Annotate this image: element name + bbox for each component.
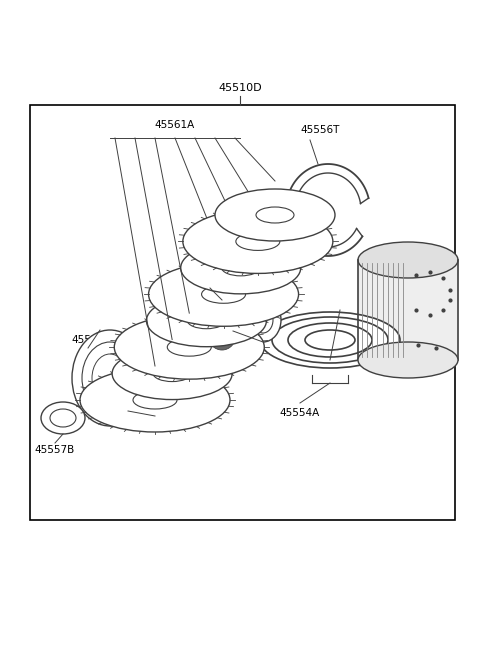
Ellipse shape [82, 342, 138, 414]
Ellipse shape [168, 338, 211, 356]
Ellipse shape [222, 260, 260, 276]
Text: 45513: 45513 [313, 345, 347, 355]
Ellipse shape [50, 409, 76, 427]
Text: 45552A: 45552A [108, 413, 148, 423]
Ellipse shape [202, 286, 246, 303]
Ellipse shape [92, 354, 128, 402]
Ellipse shape [149, 262, 299, 326]
Text: 45581C: 45581C [190, 275, 230, 285]
Text: 45557B: 45557B [35, 445, 75, 455]
Ellipse shape [256, 207, 294, 223]
Ellipse shape [80, 368, 230, 432]
Ellipse shape [245, 298, 281, 342]
Ellipse shape [358, 342, 458, 378]
Ellipse shape [112, 348, 232, 400]
Ellipse shape [187, 312, 226, 329]
Bar [358, 260, 458, 360]
Ellipse shape [208, 320, 236, 350]
Text: 45575: 45575 [72, 335, 105, 345]
Ellipse shape [72, 330, 148, 426]
Ellipse shape [123, 369, 187, 407]
Ellipse shape [358, 242, 458, 278]
Ellipse shape [41, 402, 85, 434]
Polygon shape [189, 300, 255, 370]
Text: 45510D: 45510D [218, 83, 262, 93]
Ellipse shape [180, 242, 300, 294]
Ellipse shape [288, 323, 372, 357]
Ellipse shape [253, 307, 273, 333]
Text: 45554A: 45554A [280, 408, 320, 418]
Text: 45556T: 45556T [300, 125, 340, 135]
Ellipse shape [260, 312, 400, 368]
Ellipse shape [146, 295, 266, 346]
Ellipse shape [153, 365, 191, 382]
Ellipse shape [272, 317, 388, 363]
Ellipse shape [183, 210, 333, 273]
Text: 45571A: 45571A [390, 360, 430, 370]
Text: 45561A: 45561A [155, 120, 195, 130]
Text: 45553: 45553 [238, 333, 271, 343]
Ellipse shape [305, 330, 355, 350]
Ellipse shape [114, 315, 264, 379]
Ellipse shape [215, 189, 335, 241]
Ellipse shape [110, 360, 200, 416]
Ellipse shape [133, 391, 177, 409]
Ellipse shape [236, 233, 280, 250]
Bar [30, 105, 455, 520]
